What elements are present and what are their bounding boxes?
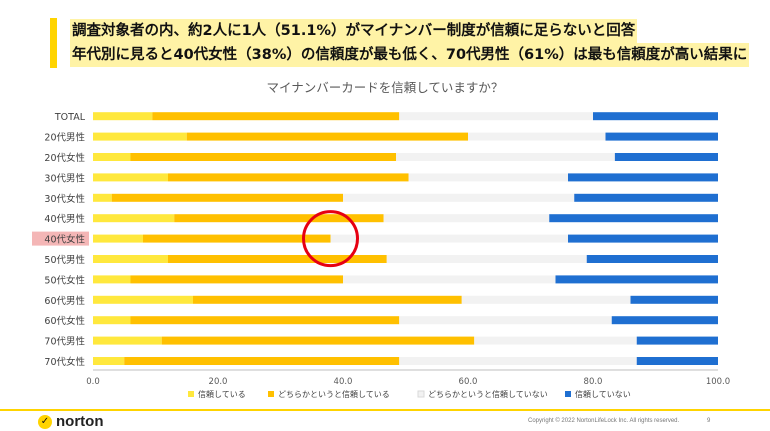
bar-segment-1 [93,295,193,304]
bar-segment-3 [383,214,550,223]
chart-title: マイナンバーカードを信頼していますか？ [266,80,504,95]
bar-segment-2 [130,153,397,161]
x-tick-label: 20.0 [209,377,228,387]
bar-segment-3 [408,173,568,182]
bar-segment-4 [636,357,718,365]
check-icon: ✓ [38,414,52,429]
x-tick-label: 80.0 [584,377,603,387]
category-label: 20代女性 [44,152,85,164]
bar-segment-4 [614,153,718,161]
bar-segment-2 [130,275,343,284]
copyright: Copyright © 2022 NortonLifeLock Inc. All… [528,418,680,424]
bar-segment-2 [186,132,468,141]
bar-segment-2 [111,193,343,202]
bar-segment-3 [399,357,637,365]
bar-segment-4 [605,132,718,141]
bar-segment-2 [143,234,331,243]
footer-divider [0,409,770,411]
bar-segment-3 [396,153,615,161]
bar-segment-3 [343,275,556,284]
bar-segment-1 [93,214,175,223]
bar-segment-4 [630,295,718,304]
bar-segment-1 [93,193,112,202]
bar-segment-1 [93,153,131,161]
bar-segment-3 [343,193,575,202]
bar-segment-1 [93,255,168,263]
bar-segment-1 [93,173,168,182]
bar-segment-2 [174,214,384,223]
bar-segment-3 [399,112,593,121]
bar-segment-2 [168,173,409,182]
category-label: 50代女性 [44,274,85,286]
category-label: 50代男性 [44,254,85,266]
legend-swatch-4 [565,391,571,397]
x-tick-label: 100.0 [706,377,730,387]
bar-segment-4 [549,214,718,223]
bar-segment-1 [93,234,143,243]
legend-label-1: 信頼している [198,389,246,399]
x-tick-label: 60.0 [459,377,478,387]
headline-line-1: 調査対象者の内、約2人に1人（51.1%）がマイナンバー制度が信頼に足らないと回… [70,19,638,43]
x-tick-label: 0.0 [86,377,100,387]
headline: 調査対象者の内、約2人に1人（51.1%）がマイナンバー制度が信頼に足らないと回… [70,19,750,67]
bar-segment-3 [330,234,568,243]
category-label: 40代女性 [44,234,85,246]
bar-segment-1 [93,132,187,141]
bar-segment-3 [399,316,612,325]
bar-segment-4 [586,255,718,263]
bar-segment-3 [386,255,587,263]
highlight-circle [302,210,359,268]
bar-segment-4 [611,316,718,325]
category-label: 70代女性 [44,356,85,368]
legend-swatch-1 [188,391,194,397]
category-label: 40代男性 [44,213,85,225]
bar-segment-2 [152,112,400,121]
bar-segment-4 [568,173,718,182]
category-label: 30代男性 [44,172,85,184]
headline-accent-bar [50,18,57,68]
page-number: 9 [707,418,711,424]
logo-text: norton [56,413,104,430]
legend-swatch-3 [417,390,425,398]
stacked-bar-chart: TOTAL 20代男性 20代女性 30代男性 30代女性 40代男性 40代女性 50代男性… [32,112,730,399]
bar-segment-2 [168,255,387,263]
category-label: 60代女性 [44,315,85,327]
norton-logo: ✓ norton [38,413,103,430]
bar-segment-4 [593,112,718,121]
legend-label-2: どちらかというと信頼している [278,389,390,399]
bar-segment-4 [574,193,718,202]
category-label: TOTAL [54,112,86,123]
x-tick-label: 40.0 [334,377,353,387]
bar-segment-3 [474,336,637,345]
bar-segment-4 [555,275,718,284]
bar-segment-1 [93,336,162,345]
bar-segment-2 [161,336,475,345]
category-label: 60代男性 [44,295,85,307]
bar-segment-2 [124,357,400,365]
highlight-label-background [32,231,89,246]
headline-line-2: 年代別に見ると40代女性（38%）の信頼度が最も低く、70代男性（61%）は最も… [70,43,750,67]
bar-segment-4 [568,234,718,243]
bar-segment-3 [468,132,606,141]
legend-label-4: 信頼していない [575,389,631,399]
category-label: 30代女性 [44,193,85,205]
bar-segment-1 [93,357,125,365]
legend-label-3: どちらかというと信頼していない [428,389,548,399]
bar-segment-3 [461,295,631,304]
bar-segment-2 [193,295,462,304]
bar-segment-1 [93,275,131,284]
bar-segment-4 [636,336,718,345]
bar-segment-1 [93,316,131,325]
category-label: 70代男性 [44,336,85,348]
bar-segment-2 [130,316,400,325]
legend-swatch-2 [268,391,274,397]
bar-segment-1 [93,112,153,121]
category-label: 20代男性 [44,132,85,144]
